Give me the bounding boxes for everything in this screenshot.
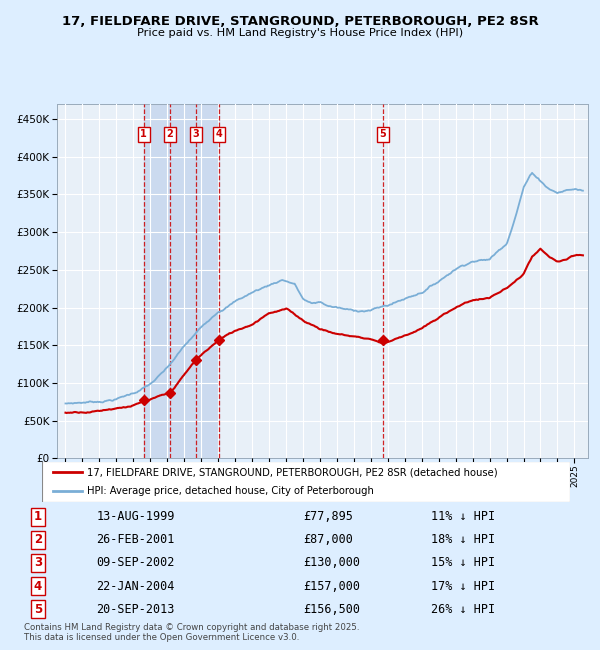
- Text: 15% ↓ HPI: 15% ↓ HPI: [431, 556, 496, 569]
- Text: 17, FIELDFARE DRIVE, STANGROUND, PETERBOROUGH, PE2 8SR: 17, FIELDFARE DRIVE, STANGROUND, PETERBO…: [62, 15, 538, 28]
- Text: 2: 2: [166, 129, 173, 139]
- Text: 13-AUG-1999: 13-AUG-1999: [97, 510, 175, 523]
- Text: 17% ↓ HPI: 17% ↓ HPI: [431, 580, 496, 593]
- Text: HPI: Average price, detached house, City of Peterborough: HPI: Average price, detached house, City…: [87, 486, 374, 496]
- Text: 26% ↓ HPI: 26% ↓ HPI: [431, 603, 496, 616]
- Text: £130,000: £130,000: [303, 556, 360, 569]
- Text: 09-SEP-2002: 09-SEP-2002: [97, 556, 175, 569]
- Text: 4: 4: [34, 580, 42, 593]
- Text: 5: 5: [380, 129, 386, 139]
- Text: £77,895: £77,895: [303, 510, 353, 523]
- Text: 2: 2: [34, 533, 42, 546]
- Text: 5: 5: [34, 603, 42, 616]
- Text: Price paid vs. HM Land Registry's House Price Index (HPI): Price paid vs. HM Land Registry's House …: [137, 28, 463, 38]
- Text: 3: 3: [193, 129, 199, 139]
- Text: 17, FIELDFARE DRIVE, STANGROUND, PETERBOROUGH, PE2 8SR (detached house): 17, FIELDFARE DRIVE, STANGROUND, PETERBO…: [87, 467, 497, 477]
- Text: 1: 1: [140, 129, 147, 139]
- Text: 1: 1: [34, 510, 42, 523]
- Text: 11% ↓ HPI: 11% ↓ HPI: [431, 510, 496, 523]
- Bar: [144, 104, 219, 458]
- Text: £156,500: £156,500: [303, 603, 360, 616]
- Text: Contains HM Land Registry data © Crown copyright and database right 2025.
This d: Contains HM Land Registry data © Crown c…: [24, 623, 359, 642]
- Text: 20-SEP-2013: 20-SEP-2013: [97, 603, 175, 616]
- Text: 4: 4: [216, 129, 223, 139]
- Text: £157,000: £157,000: [303, 580, 360, 593]
- Text: £87,000: £87,000: [303, 533, 353, 546]
- Text: 22-JAN-2004: 22-JAN-2004: [97, 580, 175, 593]
- FancyBboxPatch shape: [42, 462, 570, 502]
- Text: 26-FEB-2001: 26-FEB-2001: [97, 533, 175, 546]
- Text: 18% ↓ HPI: 18% ↓ HPI: [431, 533, 496, 546]
- Text: 3: 3: [34, 556, 42, 569]
